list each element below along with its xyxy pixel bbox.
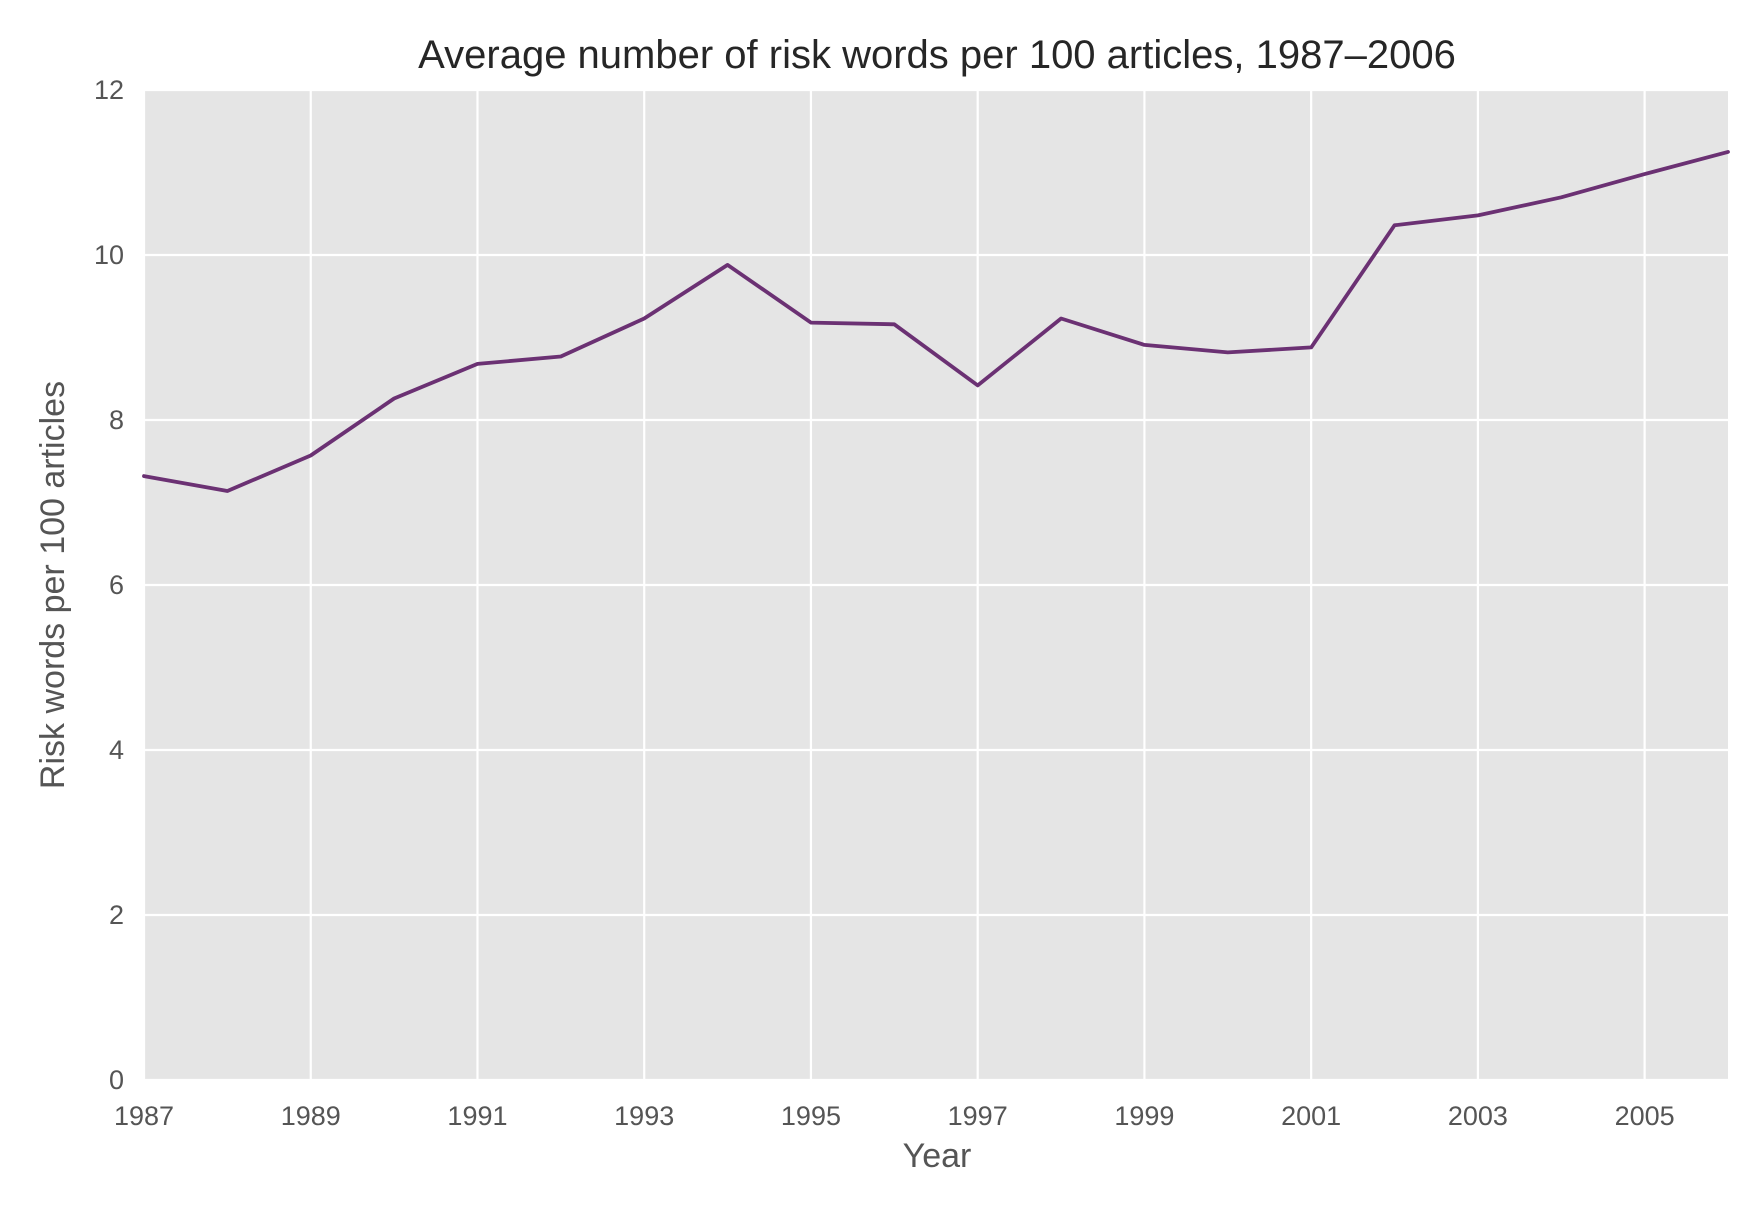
y-tick-label: 6 xyxy=(109,570,124,600)
y-tick-label: 0 xyxy=(109,1065,124,1095)
y-tick-label: 2 xyxy=(109,900,124,930)
chart-title: Average number of risk words per 100 art… xyxy=(418,33,1456,77)
x-tick-label: 1987 xyxy=(114,1101,174,1131)
y-tick-label: 10 xyxy=(94,240,124,270)
x-tick-label: 1995 xyxy=(781,1101,841,1131)
gridlines xyxy=(142,88,1728,1082)
x-tick-label: 1991 xyxy=(447,1101,507,1131)
y-tick-labels: 0 2 4 6 8 10 12 xyxy=(94,75,124,1095)
y-tick-label: 12 xyxy=(94,75,124,105)
series-lines xyxy=(142,149,1730,493)
y-tick-label: 8 xyxy=(109,405,124,435)
x-tick-label: 1999 xyxy=(1114,1101,1174,1131)
x-tick-label: 2001 xyxy=(1281,1101,1341,1131)
x-axis-label: Year xyxy=(903,1137,972,1175)
y-axis-label: Risk words per 100 articles xyxy=(34,381,72,789)
x-tick-labels: 1987 1989 1991 1993 1995 1997 1999 2001 2003 2005 xyxy=(114,1101,1675,1131)
x-tick-label: 1993 xyxy=(614,1101,674,1131)
x-tick-label: 1997 xyxy=(948,1101,1008,1131)
x-tick-label: 1989 xyxy=(281,1101,341,1131)
series-line xyxy=(142,149,1730,493)
x-tick-label: 2005 xyxy=(1615,1101,1675,1131)
y-tick-label: 4 xyxy=(109,735,124,765)
x-tick-label: 2003 xyxy=(1448,1101,1508,1131)
